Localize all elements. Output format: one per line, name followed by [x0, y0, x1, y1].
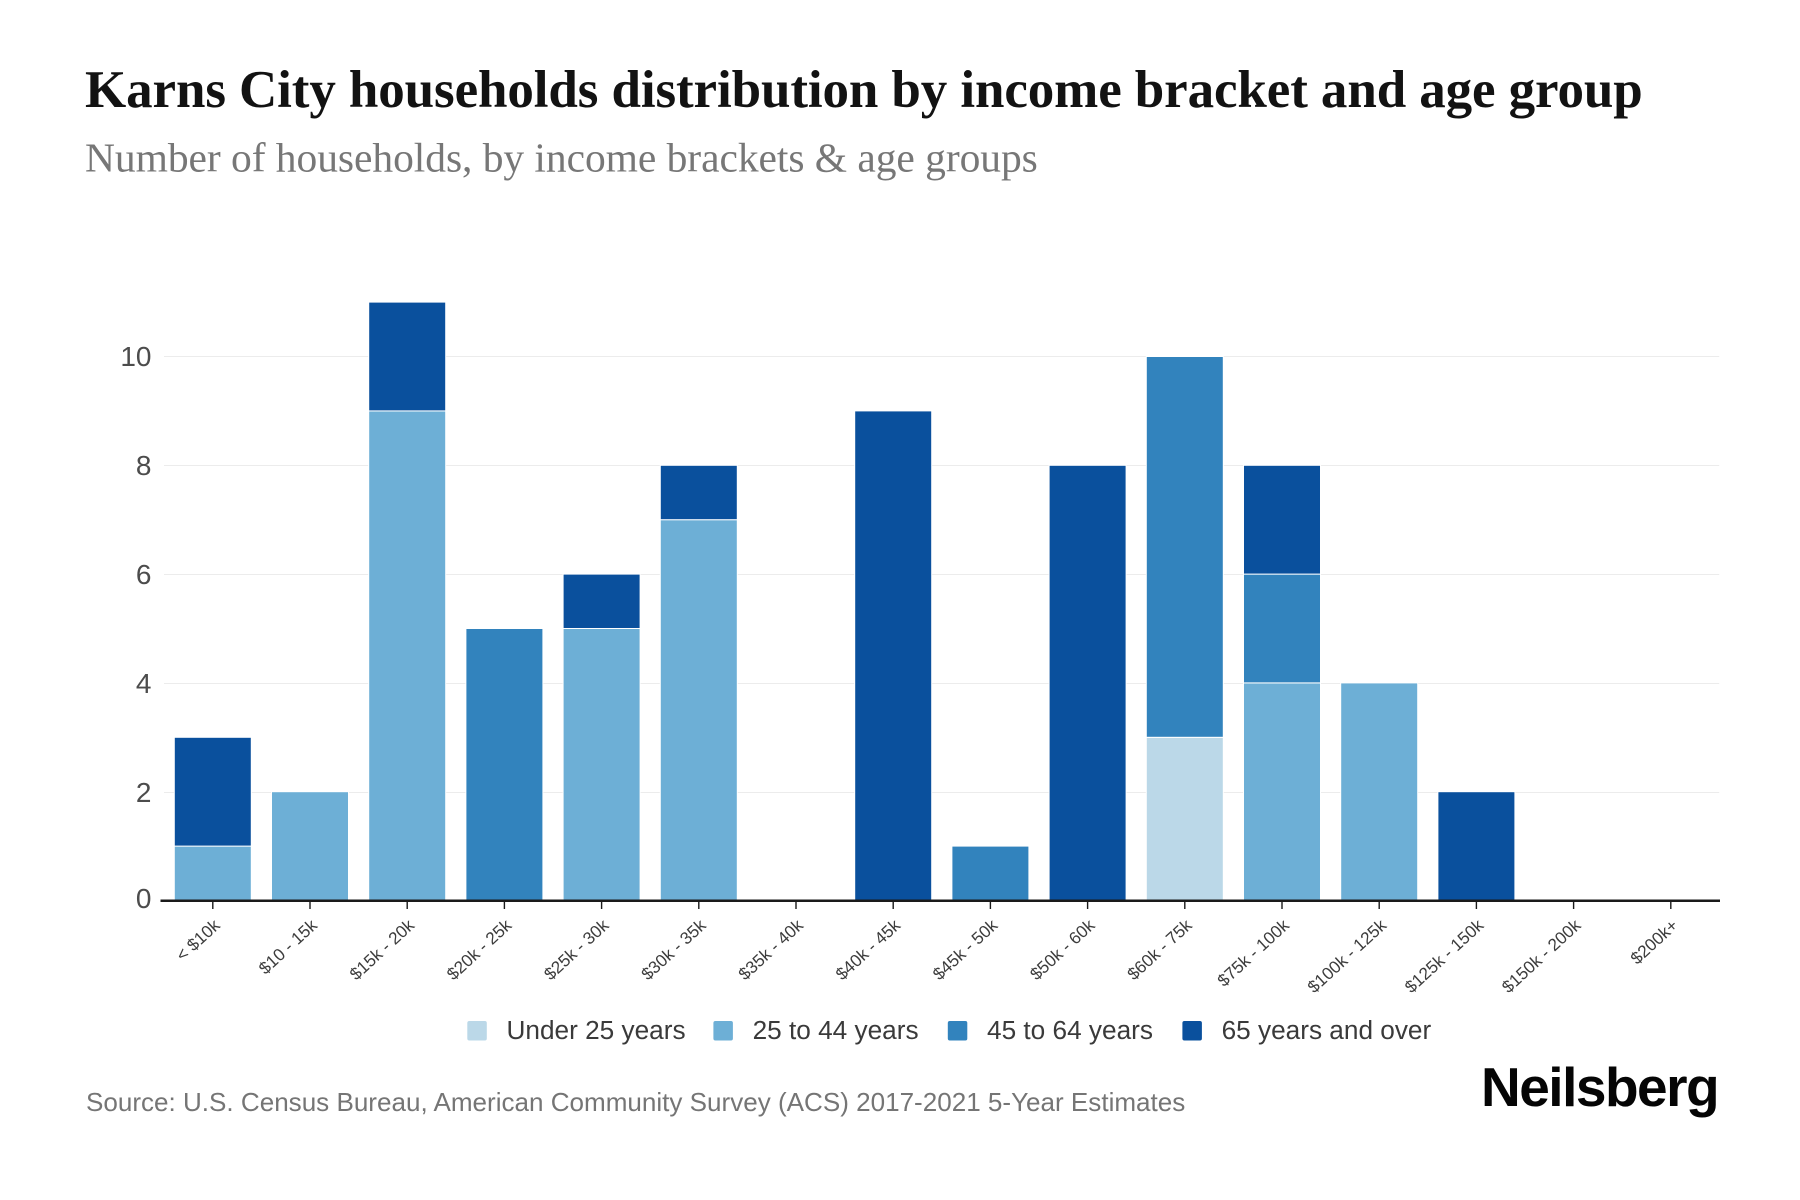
svg-text:6: 6 — [136, 559, 152, 590]
svg-text:Neilsberg: Neilsberg — [1481, 1056, 1718, 1118]
svg-text:$40k - 45k: $40k - 45k — [831, 915, 904, 984]
svg-text:$45k - 50k: $45k - 50k — [929, 915, 1002, 984]
svg-text:$125k - 150k: $125k - 150k — [1401, 915, 1488, 997]
svg-text:10: 10 — [120, 341, 151, 372]
svg-text:< $10k: < $10k — [172, 915, 224, 965]
svg-text:$60k - 75k: $60k - 75k — [1123, 915, 1196, 984]
svg-text:45 to 64 years: 45 to 64 years — [987, 1015, 1153, 1045]
svg-text:$15k - 20k: $15k - 20k — [345, 915, 418, 984]
svg-text:Source: U.S. Census Bureau, Am: Source: U.S. Census Bureau, American Com… — [86, 1087, 1185, 1117]
svg-text:4: 4 — [136, 668, 152, 699]
svg-text:$100k - 125k: $100k - 125k — [1303, 915, 1390, 997]
svg-text:$75k - 100k: $75k - 100k — [1213, 915, 1293, 991]
svg-text:Number of households, by incom: Number of households, by income brackets… — [85, 134, 1038, 180]
svg-text:$20k - 25k: $20k - 25k — [443, 915, 516, 984]
svg-text:$50k - 60k: $50k - 60k — [1026, 915, 1099, 984]
svg-text:$35k - 40k: $35k - 40k — [734, 915, 807, 984]
svg-text:Karns City households distribu: Karns City households distribution by in… — [85, 61, 1643, 119]
svg-text:2: 2 — [136, 777, 152, 808]
svg-text:8: 8 — [136, 450, 152, 481]
svg-text:65 years and over: 65 years and over — [1222, 1015, 1432, 1045]
svg-text:0: 0 — [136, 883, 152, 914]
svg-text:$200k+: $200k+ — [1626, 915, 1681, 968]
svg-text:Under 25 years: Under 25 years — [507, 1015, 686, 1045]
svg-text:$25k - 30k: $25k - 30k — [540, 915, 613, 984]
svg-text:25 to 44 years: 25 to 44 years — [753, 1015, 919, 1045]
svg-text:$150k - 200k: $150k - 200k — [1498, 915, 1585, 997]
svg-text:$10 - 15k: $10 - 15k — [255, 915, 322, 978]
svg-text:$30k - 35k: $30k - 35k — [637, 915, 710, 984]
